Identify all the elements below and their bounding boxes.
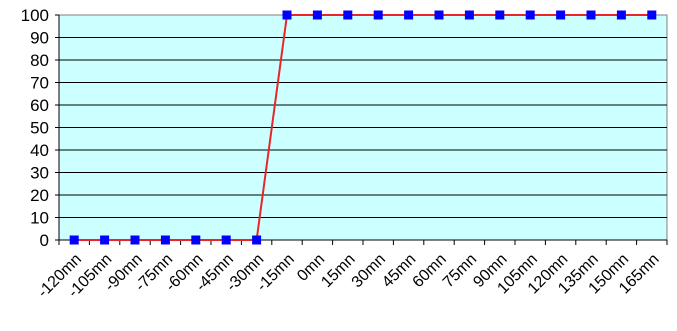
data-point-marker: [404, 10, 414, 20]
y-tick-label: 60: [30, 96, 49, 115]
data-point-marker: [373, 10, 383, 20]
y-axis-tick-labels: 0 10 20 30 40 50 60 70 80 90 100: [21, 6, 49, 250]
x-tick-label: 75mn: [440, 251, 480, 291]
data-point-marker: [130, 235, 140, 245]
series-line: [74, 14, 652, 241]
data-point-marker: [282, 10, 292, 20]
x-axis-tick-labels: -120mn-105mn-90mn-75mn-60mn-45mn-30mn-15…: [35, 251, 663, 301]
y-tick-label: 30: [30, 164, 49, 183]
data-point-marker: [464, 10, 474, 20]
gridlines: [55, 14, 668, 245]
data-point-marker: [69, 235, 79, 245]
data-point-marker: [221, 235, 231, 245]
data-point-marker: [191, 235, 201, 245]
data-point-marker: [556, 10, 566, 20]
data-point-marker: [252, 235, 262, 245]
data-point-marker: [434, 10, 444, 20]
y-tick-label: 80: [30, 51, 49, 70]
data-point-marker: [312, 10, 322, 20]
y-tick-label: 100: [21, 6, 49, 25]
x-tick-label: 60mn: [410, 251, 450, 291]
y-tick-label: 0: [40, 231, 49, 250]
y-tick-label: 40: [30, 141, 49, 160]
x-tick-label: 30mn: [349, 251, 389, 291]
y-tick-label: 20: [30, 186, 49, 205]
series-group: [69, 10, 657, 245]
y-tick-label: 90: [30, 29, 49, 48]
data-point-marker: [343, 10, 353, 20]
y-tick-label: 70: [30, 74, 49, 93]
y-tick-label: 50: [30, 119, 49, 138]
x-tick-label: 45mn: [379, 251, 419, 291]
data-point-marker: [616, 10, 626, 20]
data-point-marker: [647, 10, 657, 20]
data-point-marker: [525, 10, 535, 20]
data-point-marker: [160, 235, 170, 245]
data-point-marker: [586, 10, 596, 20]
data-point-marker: [495, 10, 505, 20]
y-tick-label: 10: [30, 209, 49, 228]
data-point-marker: [100, 235, 110, 245]
x-tick-label: 15mn: [318, 251, 358, 291]
